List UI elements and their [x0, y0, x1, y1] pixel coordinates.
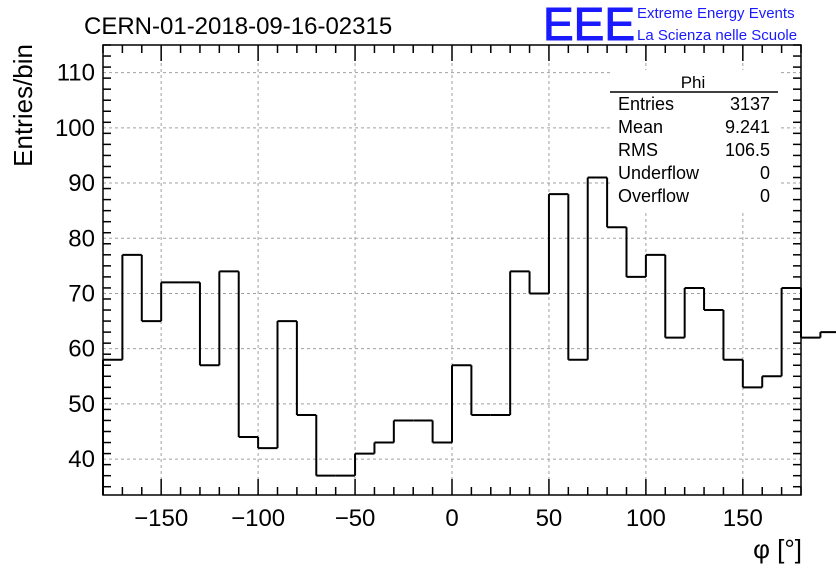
stats-label: Entries: [618, 94, 674, 114]
stats-value: 0: [760, 186, 770, 206]
y-tick-label: 80: [68, 225, 95, 252]
eee-logo: EEE: [543, 0, 635, 50]
y-tick-label: 110: [57, 60, 95, 87]
y-axis-label: Entries/bin: [8, 44, 38, 167]
x-axis-label: φ [°]: [753, 534, 802, 564]
chart-title: CERN-01-2018-09-16-02315: [84, 13, 392, 40]
x-tick-label: 0: [445, 505, 458, 532]
y-tick-label: 60: [68, 336, 95, 363]
x-tick-label: −150: [134, 505, 188, 532]
stats-label: Overflow: [618, 186, 690, 206]
x-tick-label: −100: [231, 505, 285, 532]
y-tick-label: 70: [68, 280, 95, 307]
stats-value: 9.241: [725, 117, 770, 137]
plot-frame: [102, 44, 802, 496]
x-tick-label: 100: [626, 505, 666, 532]
logo-line-2: La Scienza nelle Scuole: [637, 27, 797, 44]
y-tick-label: 100: [55, 115, 95, 142]
stats-box: Phi Entries 3137 Mean 9.241 RMS 106.5 Underflo…: [610, 70, 778, 210]
stats-label: Mean: [618, 117, 663, 137]
y-tick-label: 50: [68, 391, 95, 418]
x-tick-label: −50: [335, 505, 376, 532]
stats-title: Phi: [681, 73, 706, 92]
logo-line-1: Extreme Energy Events: [637, 5, 795, 22]
stats-value: 106.5: [725, 140, 770, 160]
stats-label: Underflow: [618, 163, 700, 183]
y-tick-label: 40: [68, 446, 95, 473]
axis-tick-labels: −150 −100 −50 0 50 100 150 40 50 60 70 80 90 100 110: [55, 60, 763, 532]
x-tick-label: 150: [723, 505, 763, 532]
stats-value: 0: [760, 163, 770, 183]
x-tick-label: 50: [536, 505, 563, 532]
stats-value: 3137: [730, 94, 770, 114]
stats-label: RMS: [618, 140, 658, 160]
axis-ticks: [102, 44, 802, 495]
y-tick-label: 90: [68, 170, 95, 197]
